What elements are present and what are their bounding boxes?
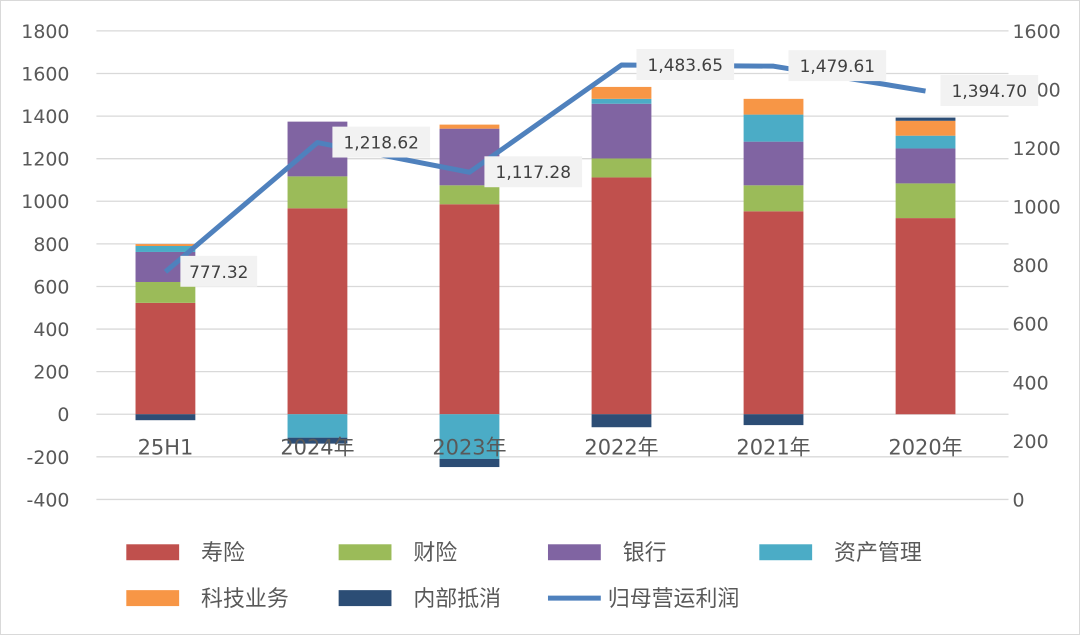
x-tick-label: 2023年 [432, 436, 506, 460]
bar-资产管理 [135, 245, 196, 252]
data-label-box [332, 126, 431, 158]
bar-财险 [743, 185, 804, 212]
data-label: 1,218.62 [344, 133, 419, 153]
bar-内部抵消 [743, 414, 804, 426]
bar-寿险 [287, 208, 348, 415]
legend-swatch [547, 544, 601, 561]
bar-内部抵消 [439, 458, 500, 468]
bar-科技业务 [135, 244, 196, 246]
y2-tick-label: 1000 [1013, 197, 1061, 219]
data-label-box [636, 49, 735, 80]
legend-label: 银行 [623, 541, 667, 566]
bar-财险 [287, 176, 348, 209]
y-tick-label: 1200 [21, 149, 69, 171]
y-tick-label: 1600 [21, 63, 69, 85]
data-label-box [940, 75, 1039, 106]
legend-label: 科技业务 [201, 587, 289, 612]
bar-银行 [743, 141, 804, 186]
bar-内部抵消 [135, 414, 196, 421]
data-label-box [180, 255, 258, 287]
bar-银行 [895, 148, 956, 184]
y2-tick-label: 1600 [1013, 21, 1061, 43]
legend-label: 资产管理 [834, 541, 922, 566]
data-label: 1,394.70 [952, 81, 1027, 101]
bar-寿险 [135, 302, 196, 415]
bar-财险 [135, 281, 196, 303]
data-label-box [484, 156, 583, 188]
data-label-box [788, 50, 887, 82]
data-label: 1,117.28 [496, 162, 571, 182]
bar-科技业务 [439, 124, 500, 129]
bar-资产管理 [439, 414, 500, 459]
bar-寿险 [439, 204, 500, 415]
bar-内部抵消 [591, 414, 652, 428]
x-tick-label: 25H1 [138, 436, 194, 460]
bar-财险 [591, 158, 652, 178]
legend-label: 财险 [413, 541, 457, 566]
legend-swatch [759, 544, 813, 561]
bar-科技业务 [743, 98, 804, 115]
data-label: 1,479.61 [800, 56, 875, 76]
y-tick-label: 1800 [21, 21, 69, 43]
bar-寿险 [743, 211, 804, 415]
bar-内部抵消 [287, 437, 348, 444]
bar-资产管理 [743, 114, 804, 142]
legend-swatch [338, 544, 392, 561]
y-tick-label: -200 [27, 447, 70, 469]
legend-label: 寿险 [201, 541, 245, 566]
y2-tick-label: 1200 [1013, 138, 1061, 160]
data-label: 1,483.65 [648, 55, 723, 75]
y2-tick-label: 400 [1013, 372, 1049, 394]
bar-资产管理 [287, 414, 348, 438]
data-label: 777.32 [189, 262, 248, 282]
bar-财险 [439, 185, 500, 205]
y-tick-label: 1000 [21, 191, 69, 213]
y-tick-label: 600 [33, 276, 69, 298]
legend-swatch [338, 590, 392, 607]
bar-内部抵消 [895, 117, 956, 121]
bar-银行 [591, 103, 652, 159]
bar-资产管理 [895, 135, 956, 149]
y-tick-label: 800 [33, 234, 69, 256]
y-tick-label: 0 [57, 404, 69, 426]
x-tick-label: 2020年 [888, 436, 962, 460]
bar-科技业务 [591, 86, 652, 99]
legend-swatch [126, 590, 180, 607]
y2-tick-label: 200 [1013, 431, 1049, 453]
legend-label: 归母营运利润 [608, 587, 740, 612]
y-tick-label: 400 [33, 319, 69, 341]
bar-科技业务 [895, 120, 956, 136]
x-tick-label: 2021年 [736, 436, 810, 460]
y2-tick-label: 600 [1013, 314, 1049, 336]
x-tick-label: 2024年 [280, 436, 354, 460]
bar-资产管理 [591, 98, 652, 104]
x-tick-label: 2022年 [584, 436, 658, 460]
legend-label: 内部抵消 [413, 587, 501, 612]
bar-寿险 [591, 177, 652, 415]
bar-财险 [895, 183, 956, 219]
y-tick-label: -400 [27, 489, 70, 511]
bar-寿险 [895, 218, 956, 415]
y-tick-label: 200 [33, 362, 69, 384]
y2-tick-label: 0 [1013, 489, 1025, 511]
y2-tick-label: 800 [1013, 255, 1049, 277]
y-tick-label: 1400 [21, 106, 69, 128]
legend-swatch [126, 544, 180, 561]
